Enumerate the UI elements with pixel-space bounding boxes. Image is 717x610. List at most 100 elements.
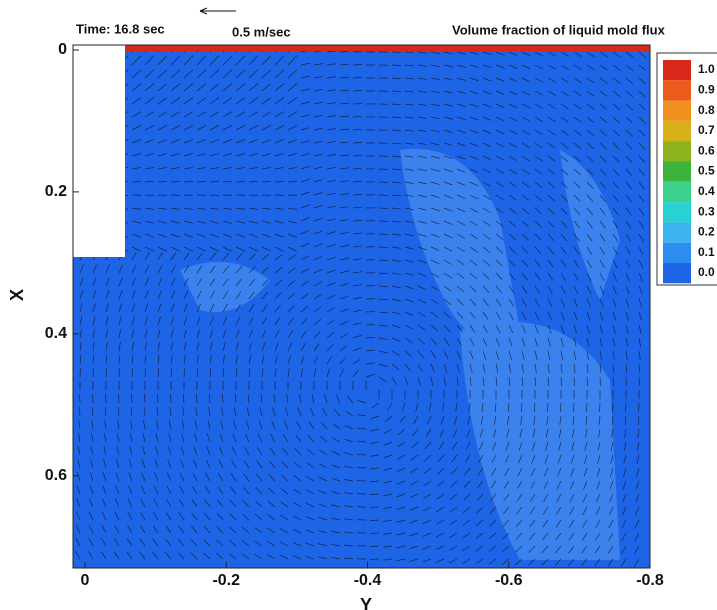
velocity-vector: [560, 272, 566, 281]
velocity-vector: [607, 558, 614, 567]
velocity-vector: [286, 394, 289, 404]
velocity-vector: [404, 194, 414, 197]
velocity-vector: [344, 465, 354, 469]
velocity-vector: [344, 518, 354, 521]
velocity-vector: [196, 265, 203, 274]
velocity-vector: [430, 116, 440, 120]
velocity-vector: [383, 506, 393, 510]
velocity-vector: [100, 551, 107, 560]
velocity-vector: [156, 407, 159, 417]
velocity-vector: [560, 155, 569, 162]
velocity-vector: [222, 355, 225, 365]
velocity-vector: [598, 415, 601, 425]
velocity-vector: [529, 519, 536, 528]
velocity-vector: [404, 207, 414, 211]
velocity-vector: [313, 306, 322, 313]
velocity-vector: [638, 155, 646, 164]
velocity-vector: [612, 337, 616, 347]
velocity-vector: [300, 268, 309, 274]
velocity-vector: [547, 363, 550, 373]
velocity-vector: [428, 402, 432, 412]
velocity-vector: [219, 446, 224, 456]
velocity-vector: [205, 459, 211, 469]
velocity-vector: [196, 246, 207, 252]
velocity-vector: [443, 246, 453, 252]
velocity-vector: [209, 153, 220, 157]
velocity-vector: [443, 116, 453, 120]
velocity-vector: [573, 337, 577, 347]
velocity-vector: [417, 116, 427, 119]
velocity-vector: [274, 83, 285, 92]
velocity-vector: [547, 129, 556, 136]
velocity-vector: [638, 77, 647, 85]
velocity-vector: [495, 363, 499, 373]
velocity-vector: [430, 324, 438, 332]
velocity-vector: [245, 433, 250, 443]
velocity-vector: [586, 64, 595, 71]
velocity-vector: [547, 272, 554, 281]
velocity-vector: [396, 467, 406, 473]
velocity-vector: [638, 285, 643, 295]
velocity-vector: [352, 180, 362, 183]
velocity-vector: [430, 194, 440, 199]
velocity-vector: [547, 246, 554, 255]
velocity-vector: [529, 493, 536, 502]
velocity-vector: [599, 207, 606, 216]
velocity-vector: [248, 266, 256, 274]
velocity-vector: [287, 355, 292, 365]
velocity-vector: [573, 181, 581, 189]
velocity-vector: [547, 220, 555, 228]
velocity-vector: [568, 532, 575, 541]
velocity-vector: [430, 64, 440, 68]
velocity-vector: [153, 498, 159, 508]
velocity-vector: [287, 280, 296, 287]
velocity-vector: [404, 77, 414, 80]
velocity-vector: [573, 233, 580, 242]
legend-swatch: [663, 161, 691, 182]
velocity-vector: [396, 506, 406, 510]
velocity-vector: [599, 51, 608, 58]
velocity-vector: [352, 142, 363, 144]
velocity-vector: [105, 264, 110, 274]
velocity-vector: [248, 316, 254, 326]
velocity-vector: [318, 530, 328, 534]
velocity-vector: [521, 337, 526, 347]
velocity-vector: [469, 51, 479, 55]
velocity-vector: [279, 554, 289, 560]
velocity-vector: [555, 519, 562, 528]
velocity-vector: [506, 428, 510, 438]
velocity-vector: [638, 324, 642, 334]
velocity-vector: [305, 555, 315, 560]
velocity-vector: [391, 285, 401, 289]
velocity-vector: [222, 316, 227, 326]
velocity-vector: [495, 194, 504, 201]
velocity-vector: [488, 545, 497, 552]
velocity-vector: [482, 298, 489, 307]
velocity-vector: [244, 446, 250, 456]
velocity-vector: [469, 116, 479, 121]
velocity-vector: [547, 350, 551, 360]
velocity-vector: [352, 103, 363, 105]
velocity-vector: [443, 337, 450, 346]
velocity-vector: [612, 298, 617, 308]
velocity-vector: [599, 181, 607, 189]
velocity-vector: [118, 355, 121, 365]
velocity-vector: [352, 219, 362, 222]
velocity-vector: [378, 376, 387, 383]
velocity-vector: [344, 531, 354, 534]
velocity-vector: [622, 493, 627, 503]
velocity-vector: [339, 356, 347, 365]
velocity-vector: [274, 355, 278, 365]
velocity-vector: [144, 277, 150, 287]
velocity-vector: [209, 355, 212, 365]
velocity-vector: [287, 207, 298, 210]
velocity-vector: [585, 428, 588, 438]
velocity-vector: [206, 446, 211, 456]
velocity-vector: [448, 558, 458, 564]
velocity-vector: [313, 140, 323, 144]
velocity-vector: [456, 246, 465, 252]
velocity-vector: [534, 90, 544, 96]
velocity-vector: [456, 168, 466, 173]
velocity-vector: [495, 233, 504, 240]
velocity-vector: [165, 512, 172, 521]
